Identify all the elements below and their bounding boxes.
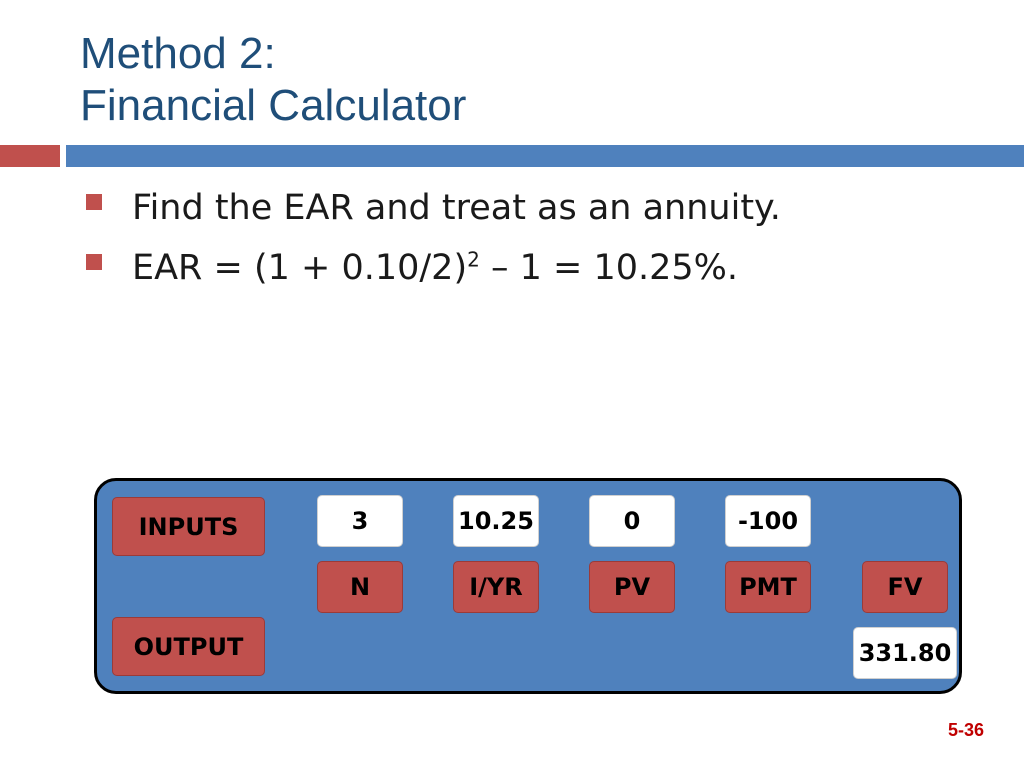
bullet-list: Find the EAR and treat as an annuity. EA… [86, 182, 781, 302]
title-rule-accent [0, 145, 60, 167]
key-iyr: I/YR [453, 561, 539, 613]
input-value-pv: 0 [589, 495, 675, 547]
bullet-text-formula: EAR = (1 + 0.10/2)2 – 1 = 10.25%. [132, 248, 738, 288]
formula-exponent: 2 [467, 247, 480, 272]
bullet-item: EAR = (1 + 0.10/2)2 – 1 = 10.25%. [86, 242, 781, 302]
key-pmt: PMT [725, 561, 811, 613]
title-line-2: Financial Calculator [80, 81, 467, 130]
formula-tail: – 1 = 10.25%. [479, 248, 739, 288]
inputs-label: INPUTS [112, 497, 265, 556]
title-line-1: Method 2: [80, 29, 276, 78]
key-n: N [317, 561, 403, 613]
calculator-panel: INPUTS OUTPUT 3 10.25 0 -100 N I/YR PV P… [94, 478, 962, 694]
output-value-fv: 331.80 [853, 627, 957, 679]
output-label: OUTPUT [112, 617, 265, 676]
square-bullet-icon [86, 254, 102, 270]
bullet-text: Find the EAR and treat as an annuity. [132, 188, 781, 228]
bullet-item: Find the EAR and treat as an annuity. [86, 182, 781, 242]
square-bullet-icon [86, 194, 102, 210]
input-value-pmt: -100 [725, 495, 811, 547]
key-fv: FV [862, 561, 948, 613]
title-rule-bar [66, 145, 1024, 167]
key-pv: PV [589, 561, 675, 613]
slide-title: Method 2: Financial Calculator [80, 28, 466, 132]
input-value-iyr: 10.25 [453, 495, 539, 547]
formula-main: EAR = (1 + 0.10/2) [132, 248, 468, 288]
input-value-n: 3 [317, 495, 403, 547]
page-number: 5-36 [947, 720, 984, 740]
